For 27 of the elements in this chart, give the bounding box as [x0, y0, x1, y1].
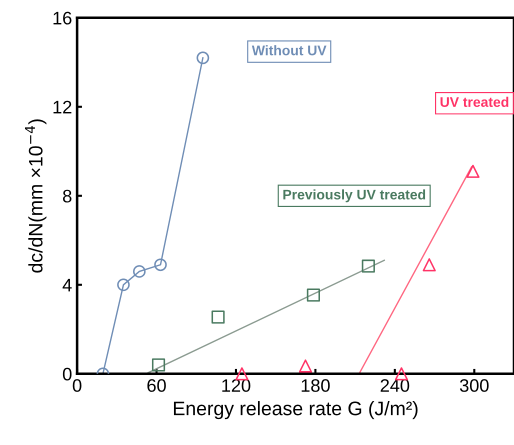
point: [133, 265, 146, 278]
point: [466, 164, 480, 178]
y-tick-label: 16: [54, 12, 72, 25]
x-tick-label: 0: [72, 379, 82, 392]
y-tick-label: 0: [62, 368, 72, 381]
point: [298, 359, 312, 373]
point: [117, 278, 130, 292]
x-tick-label: 300: [460, 379, 489, 392]
point: [306, 288, 320, 302]
x-tick-label: 60: [147, 379, 166, 392]
y-tick-label: 12: [54, 100, 72, 114]
point: [152, 358, 166, 372]
point: [362, 260, 375, 273]
x-tick-label: 120: [222, 379, 250, 392]
y-axis-title: dc/dN(mm ×10$^{−4}$): [25, 119, 46, 273]
y-tick-label: 4: [62, 278, 72, 292]
x-tick-label: 240: [380, 379, 410, 392]
point: [154, 258, 167, 272]
y-tick-label: 8: [62, 190, 72, 203]
text: UV treated: [440, 96, 508, 107]
x-axis-title: Energy release rate G (J/m²): [174, 401, 418, 420]
text: Without UV: [252, 45, 326, 56]
x-tick-label: 180: [302, 379, 330, 392]
point: [196, 52, 210, 64]
text: Previously UV treated: [283, 189, 426, 202]
point: [212, 310, 225, 324]
point: [422, 258, 436, 272]
